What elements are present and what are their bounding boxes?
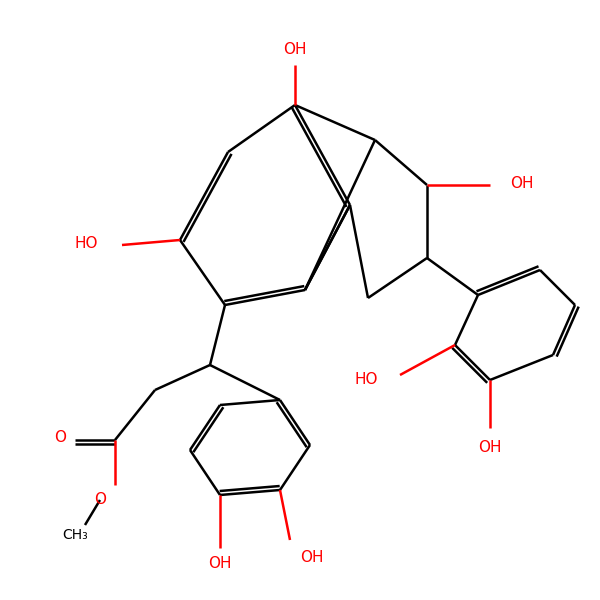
Text: OH: OH bbox=[510, 175, 533, 191]
Text: O: O bbox=[54, 431, 66, 445]
Text: OH: OH bbox=[478, 440, 502, 455]
Text: OH: OH bbox=[300, 551, 324, 565]
Text: HO: HO bbox=[74, 235, 98, 251]
Text: OH: OH bbox=[283, 43, 307, 58]
Text: O: O bbox=[94, 493, 106, 508]
Text: HO: HO bbox=[355, 373, 378, 388]
Text: CH₃: CH₃ bbox=[62, 528, 88, 542]
Text: OH: OH bbox=[208, 556, 232, 571]
